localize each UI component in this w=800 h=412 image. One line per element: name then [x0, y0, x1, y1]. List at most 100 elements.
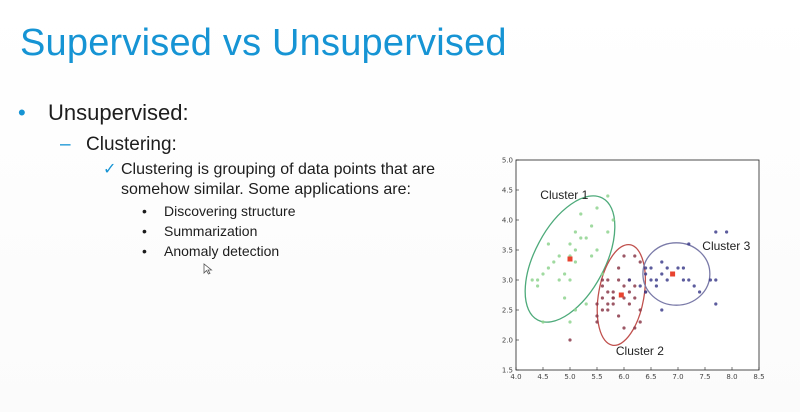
- x-tick-label: 5.5: [591, 373, 602, 381]
- data-point: [660, 308, 664, 312]
- data-point: [660, 260, 664, 264]
- sub-bullet-label: Summarization: [164, 223, 258, 239]
- data-point: [606, 302, 610, 306]
- y-tick-label: 3.0: [502, 277, 513, 285]
- cluster-scatter-chart: 4.0 4.5 5.0 5.5 6.0 6.5 7.0 7.5 8.0 8.5 1.5 2.0 2.5 3…: [490, 150, 770, 385]
- data-point: [606, 290, 610, 294]
- y-tick-label: 4.0: [502, 217, 513, 225]
- data-point: [557, 254, 561, 258]
- data-point: [644, 272, 648, 276]
- data-point: [687, 242, 691, 246]
- data-point: [622, 326, 626, 330]
- data-point: [530, 278, 534, 282]
- data-point: [579, 236, 583, 240]
- data-point: [698, 290, 702, 294]
- data-point: [536, 284, 540, 288]
- cluster-centroid: [567, 256, 573, 262]
- data-point: [714, 278, 718, 282]
- y-tick-label: 5.0: [502, 157, 513, 165]
- x-tick-label: 4.5: [537, 373, 548, 381]
- cluster-label: Cluster 2: [616, 344, 664, 358]
- data-point: [611, 218, 615, 222]
- mouse-cursor-icon: [203, 263, 213, 275]
- slide-title: Supervised vs Unsupervised: [20, 22, 507, 64]
- data-point: [638, 320, 642, 324]
- data-point: [617, 266, 621, 270]
- data-point: [644, 266, 648, 270]
- cluster-boundary-ellipse: [596, 243, 646, 347]
- y-tick-label: 2.5: [502, 307, 513, 315]
- data-point: [633, 296, 637, 300]
- data-point: [611, 296, 615, 300]
- data-point: [595, 320, 599, 324]
- data-point: [573, 308, 577, 312]
- data-point: [568, 278, 572, 282]
- data-point: [638, 308, 642, 312]
- data-point: [563, 272, 567, 276]
- x-tick-label: 8.0: [726, 373, 737, 381]
- y-tick-label: 1.5: [502, 367, 513, 375]
- data-point: [595, 206, 599, 210]
- cluster-label: Cluster 1: [540, 188, 588, 202]
- data-point: [563, 296, 567, 300]
- data-point: [617, 278, 621, 282]
- data-point: [600, 272, 604, 276]
- data-point: [600, 296, 604, 300]
- data-point: [584, 236, 588, 240]
- data-point: [606, 308, 610, 312]
- data-point: [606, 194, 610, 198]
- data-point: [692, 284, 696, 288]
- data-point: [649, 278, 653, 282]
- data-point: [557, 278, 561, 282]
- cluster-boundary-ellipse: [524, 195, 616, 323]
- cluster-label: Cluster 3: [702, 239, 750, 253]
- cluster-boundary-ellipse: [642, 242, 711, 306]
- dot-bullet-icon: •: [142, 223, 147, 239]
- bullet-definition-text: Clustering is grouping of data points th…: [121, 161, 435, 198]
- data-point: [573, 260, 577, 264]
- data-point: [573, 230, 577, 234]
- data-point: [590, 224, 594, 228]
- data-point: [638, 260, 642, 264]
- data-point: [568, 242, 572, 246]
- data-point: [536, 278, 540, 282]
- y-tick-label: 3.5: [502, 247, 513, 255]
- data-point: [665, 278, 669, 282]
- data-point: [600, 308, 604, 312]
- x-tick-label: 4.0: [510, 373, 521, 381]
- data-point: [627, 278, 631, 282]
- checkmark-icon: ✓: [103, 161, 117, 178]
- data-point: [600, 278, 604, 282]
- data-point: [595, 248, 599, 252]
- data-point: [541, 272, 545, 276]
- scatter-plot: 4.0 4.5 5.0 5.5 6.0 6.5 7.0 7.5 8.0 8.5 1.5 2.0 2.5 3…: [502, 157, 765, 382]
- data-point: [649, 266, 653, 270]
- cluster-centroid: [670, 271, 676, 277]
- data-point: [617, 314, 621, 318]
- data-point: [633, 284, 637, 288]
- disc-bullet-icon: •: [18, 100, 26, 125]
- data-point: [552, 260, 556, 264]
- data-point: [568, 338, 572, 342]
- y-tick-label: 4.5: [502, 187, 513, 195]
- data-point: [611, 290, 615, 294]
- data-point: [660, 272, 664, 276]
- data-point: [595, 302, 599, 306]
- data-point: [579, 212, 583, 216]
- data-point: [622, 284, 626, 288]
- sub-bullet-label: Anomaly detection: [164, 243, 280, 259]
- data-point: [627, 302, 631, 306]
- x-tick-label: 7.5: [699, 373, 710, 381]
- data-point: [665, 266, 669, 270]
- data-point: [606, 278, 610, 282]
- data-point: [633, 254, 637, 258]
- data-point: [546, 266, 550, 270]
- dot-bullet-icon: •: [142, 203, 147, 219]
- data-point: [725, 230, 729, 234]
- x-tick-label: 6.5: [645, 373, 656, 381]
- data-point: [638, 284, 642, 288]
- data-point: [681, 266, 685, 270]
- cluster-centroid: [618, 292, 624, 298]
- data-point: [541, 320, 545, 324]
